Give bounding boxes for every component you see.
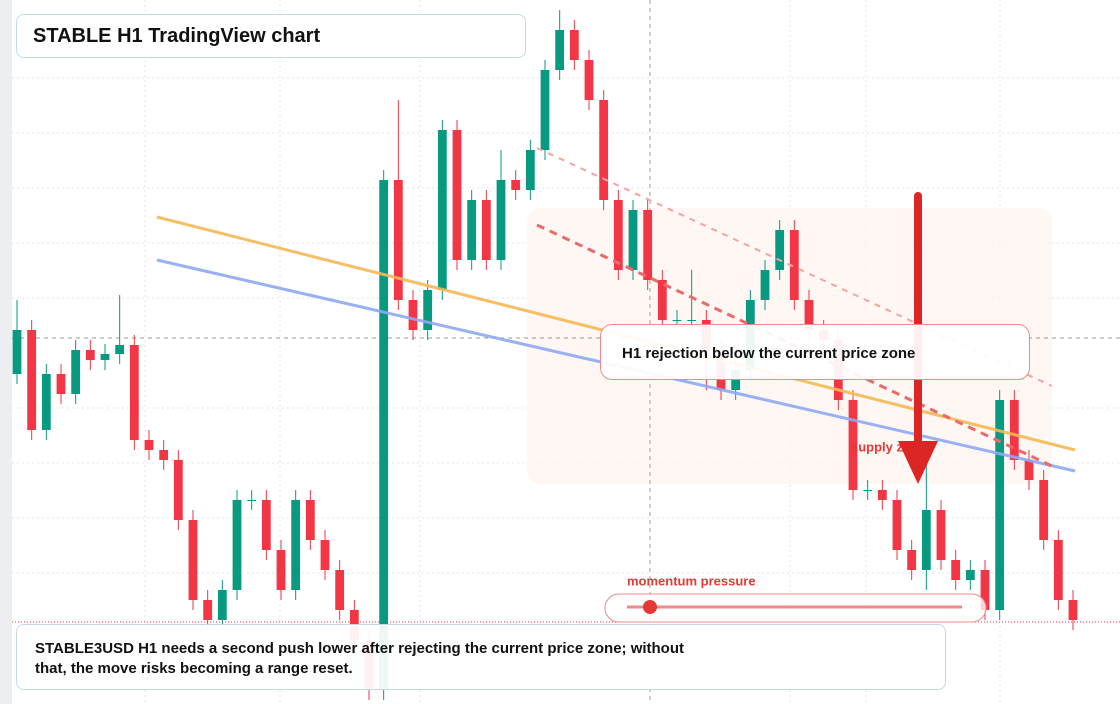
candle-body — [188, 520, 198, 600]
momentum-label: momentum pressure — [627, 573, 756, 588]
candle-body — [1053, 540, 1063, 600]
candle-body — [203, 600, 213, 620]
candle-body — [731, 370, 741, 390]
candle-body — [85, 350, 95, 360]
candle-body — [672, 320, 682, 321]
candle-body — [511, 180, 521, 190]
candle-body — [628, 210, 638, 270]
candle-body — [995, 400, 1005, 610]
candle-body — [232, 500, 242, 590]
candle-body — [1039, 480, 1049, 540]
candle-body — [159, 450, 169, 460]
candle-body — [335, 570, 345, 610]
candle-body — [173, 460, 183, 520]
candle-body — [423, 290, 433, 330]
candle-body — [481, 200, 491, 260]
candle-body — [408, 300, 418, 330]
candle-body — [27, 330, 37, 430]
left-edge — [0, 0, 12, 704]
candle-body — [144, 440, 154, 450]
candle-body — [1009, 400, 1019, 460]
candle-body — [804, 300, 814, 330]
candle-body — [863, 490, 873, 491]
candle-body — [437, 130, 447, 290]
candle-body — [980, 570, 990, 610]
candle-body — [1024, 460, 1034, 480]
candle-body — [687, 320, 697, 321]
candle-body — [467, 200, 477, 260]
candle-body — [775, 230, 785, 270]
candle-body — [599, 100, 609, 200]
candle-body — [379, 180, 389, 690]
candle-body — [452, 130, 462, 260]
candle-body — [643, 210, 653, 280]
candle-body — [71, 350, 81, 394]
candle-body — [936, 510, 946, 560]
candle-body — [100, 354, 110, 360]
candle-body — [613, 200, 623, 270]
candle-body — [657, 280, 667, 320]
candle-body — [129, 345, 139, 440]
candle-body — [261, 500, 271, 550]
candle-body — [892, 500, 902, 550]
arrow-head — [898, 441, 938, 484]
candle-body — [41, 374, 51, 430]
candle-body — [848, 400, 858, 490]
note-text: STABLE3USD H1 needs a second push lower … — [35, 640, 685, 677]
candle-body — [965, 570, 975, 580]
candle-body — [584, 60, 594, 100]
title: STABLE H1 TradingView chart — [16, 14, 526, 58]
candle-body — [247, 500, 257, 501]
annotation: H1 rejection below the current price zon… — [600, 324, 1030, 380]
candle-body — [907, 550, 917, 570]
candle-body — [540, 70, 550, 150]
candle-body — [951, 560, 961, 580]
candle-body — [789, 230, 799, 300]
candle-body — [393, 180, 403, 300]
candle-body — [291, 500, 301, 590]
note: STABLE3USD H1 needs a second push lower … — [16, 624, 946, 690]
candle-body — [1068, 600, 1078, 620]
momentum-knob — [643, 600, 657, 614]
candle-body — [12, 330, 22, 374]
candle-body — [569, 30, 579, 60]
candle-body — [555, 30, 565, 70]
candle-body — [56, 374, 66, 394]
candle-body — [877, 490, 887, 500]
candle-body — [217, 590, 227, 620]
candle-body — [921, 510, 931, 570]
candle-body — [115, 345, 125, 354]
candle-body — [496, 180, 506, 260]
candle-body — [760, 270, 770, 300]
candle-body — [320, 540, 330, 570]
candle-body — [305, 500, 315, 540]
candle-body — [276, 550, 286, 590]
candle-body — [525, 150, 535, 190]
